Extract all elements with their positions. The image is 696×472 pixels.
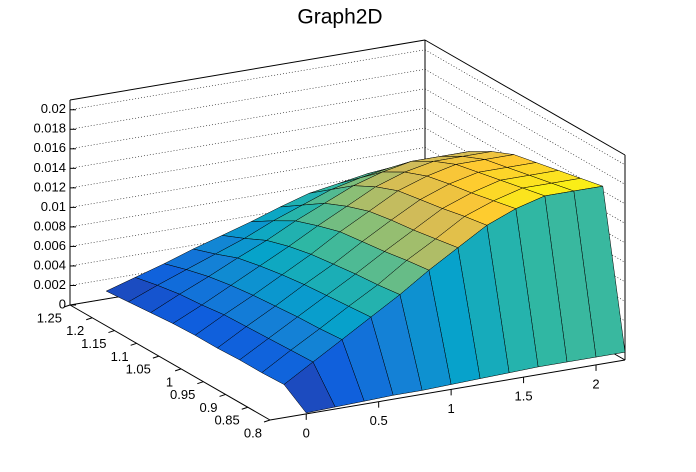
box-edge	[69, 304, 271, 421]
grid-line	[69, 68, 626, 185]
z-tick-label: 0.008	[33, 218, 66, 233]
x-tick-label: 0.5	[370, 413, 388, 428]
surface-cell	[283, 361, 336, 414]
chart-title: Graph2D	[297, 6, 382, 29]
y-tick	[63, 304, 71, 308]
y-tick-label: 1.05	[126, 362, 151, 377]
y-tick	[86, 317, 93, 321]
y-tick	[263, 419, 271, 423]
z-tick-label: 0.02	[41, 101, 66, 116]
z-tick-label: 0	[59, 296, 66, 311]
box-edge	[424, 39, 626, 156]
y-tick-label: 1	[166, 374, 173, 389]
x-tick-label: 1	[448, 401, 455, 416]
box-edge	[69, 39, 426, 101]
y-tick	[241, 406, 248, 410]
y-tick-label: 1.2	[66, 323, 84, 338]
y-tick-label: 0.95	[170, 387, 195, 402]
z-tick-label: 0.006	[33, 238, 66, 253]
y-tick-label: 0.8	[244, 425, 262, 440]
z-tick-label: 0.004	[33, 257, 66, 272]
grid-line	[69, 49, 626, 166]
y-tick	[152, 355, 160, 359]
y-tick	[174, 368, 182, 372]
y-tick-label: 1.25	[37, 310, 62, 325]
y-tick-label: 0.9	[199, 400, 217, 415]
z-tick-label: 0.014	[33, 160, 66, 175]
y-tick	[219, 393, 226, 397]
y-tick	[108, 330, 115, 334]
z-tick-label: 0.012	[33, 179, 66, 194]
box-edge	[269, 359, 626, 421]
y-tick	[130, 342, 137, 346]
z-tick-label: 0.002	[33, 277, 66, 292]
z-tick-label: 0.018	[33, 121, 66, 136]
grid-line	[69, 88, 626, 205]
y-tick-label: 1.1	[111, 349, 129, 364]
z-tick-label: 0.01	[41, 199, 66, 214]
x-tick-label: 1.5	[515, 389, 533, 404]
y-tick	[197, 381, 204, 385]
z-tick-label: 0.016	[33, 140, 66, 155]
x-tick-label: 0	[303, 425, 310, 440]
y-tick-label: 1.15	[81, 336, 106, 351]
x-tick-label: 2	[592, 376, 599, 391]
y-tick-label: 0.85	[214, 413, 239, 428]
